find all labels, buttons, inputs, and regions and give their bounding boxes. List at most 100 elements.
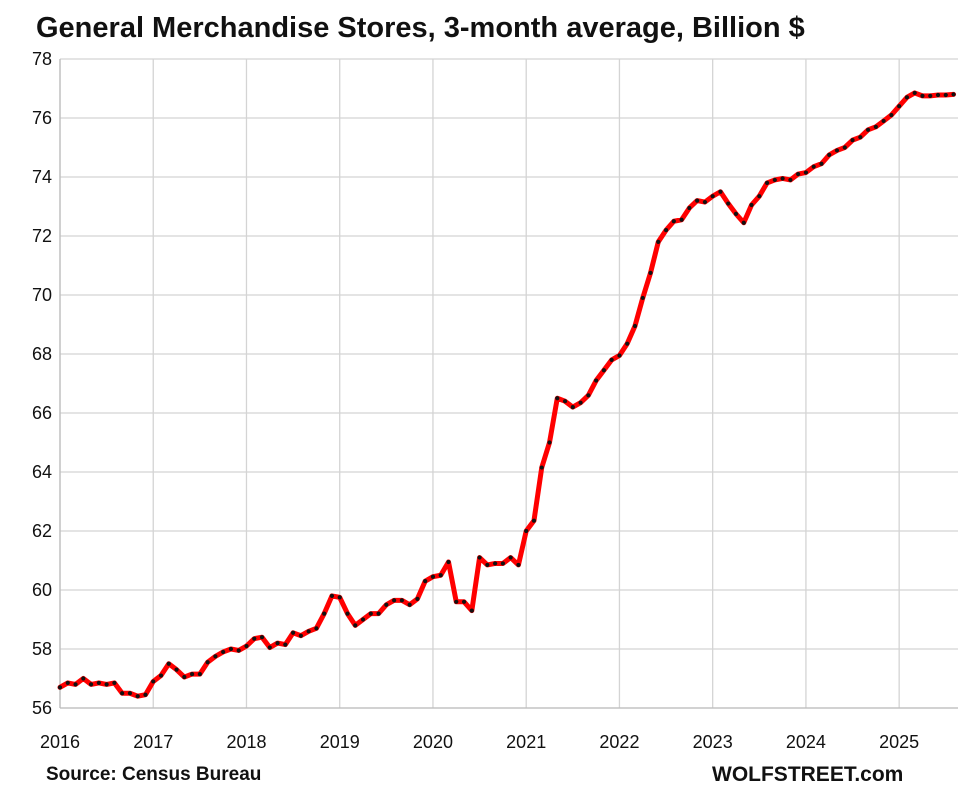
data-point	[632, 323, 638, 329]
data-point	[392, 598, 397, 603]
data-point	[811, 164, 816, 169]
data-point	[143, 692, 148, 697]
data-point	[617, 353, 622, 358]
data-point	[625, 341, 630, 346]
data-point	[663, 228, 669, 233]
y-tick-label: 78	[32, 49, 52, 69]
series-layer	[57, 90, 957, 699]
chart-title: General Merchandise Stores, 3-month aver…	[36, 12, 805, 44]
data-point	[562, 399, 568, 404]
data-point	[656, 239, 661, 244]
data-point	[96, 680, 101, 686]
data-point	[943, 92, 948, 98]
data-point	[788, 177, 793, 183]
data-point	[679, 217, 684, 222]
x-tick-label: 2024	[786, 732, 826, 752]
data-point	[65, 680, 70, 686]
data-point	[228, 646, 234, 652]
data-point	[493, 561, 498, 566]
data-point	[236, 648, 241, 653]
data-point	[57, 685, 63, 690]
data-point	[189, 671, 195, 677]
data-point	[252, 636, 257, 641]
data-point	[772, 177, 777, 183]
data-point	[127, 691, 133, 696]
y-tick-label: 56	[32, 698, 52, 718]
data-point	[368, 611, 373, 616]
data-point	[73, 682, 78, 687]
data-point	[555, 396, 560, 401]
data-point	[120, 691, 125, 696]
data-point	[182, 674, 187, 680]
data-point	[726, 201, 731, 206]
data-point	[291, 630, 296, 635]
data-point	[446, 559, 451, 565]
data-point	[671, 219, 676, 224]
data-point	[873, 124, 878, 129]
y-tick-label: 72	[32, 226, 52, 246]
x-tick-label: 2016	[40, 732, 80, 752]
data-point	[531, 518, 537, 523]
data-point	[881, 118, 886, 124]
data-point	[112, 680, 117, 686]
x-tick-label: 2017	[133, 732, 173, 752]
x-tick-label: 2023	[693, 732, 733, 752]
x-axis-tick-labels: 2016 2017 2018 2019 2020 2021 2022 2023 2024 2025	[40, 732, 919, 752]
data-point	[733, 211, 739, 216]
data-point	[749, 202, 754, 208]
data-point	[834, 148, 840, 153]
data-point	[687, 205, 692, 211]
y-tick-label: 74	[32, 167, 52, 187]
data-point	[601, 368, 607, 373]
data-point	[213, 654, 218, 659]
data-point	[695, 198, 700, 203]
data-point	[158, 673, 164, 678]
data-point	[865, 127, 871, 132]
data-point	[360, 617, 366, 622]
data-point	[803, 170, 809, 175]
data-point	[81, 676, 86, 681]
data-point	[469, 608, 474, 613]
data-point	[104, 682, 109, 687]
y-tick-label: 70	[32, 285, 52, 305]
data-point	[928, 93, 933, 98]
axes	[59, 59, 958, 709]
x-tick-label: 2022	[599, 732, 639, 752]
data-point	[205, 660, 210, 665]
data-point	[135, 694, 140, 699]
data-point	[88, 682, 94, 687]
data-point	[904, 95, 910, 100]
data-point	[477, 555, 482, 560]
data-point	[306, 629, 311, 634]
data-point	[827, 152, 832, 157]
data-point	[221, 649, 226, 655]
data-point	[586, 393, 591, 398]
data-point	[578, 400, 583, 405]
x-tick-label: 2021	[506, 732, 546, 752]
data-point	[648, 270, 653, 275]
data-point	[353, 623, 358, 628]
x-tick-label: 2019	[320, 732, 360, 752]
markers-layer	[57, 90, 956, 699]
data-point	[609, 357, 614, 362]
brand-watermark: WOLFSTREET.com	[712, 763, 904, 786]
data-point	[842, 145, 847, 150]
data-point	[780, 176, 785, 181]
data-point	[570, 405, 575, 410]
data-point	[423, 579, 428, 584]
y-axis-tick-labels: 56 58 60 62 64 66 68 70 72 74 76 78	[32, 49, 52, 718]
x-tick-label: 2025	[879, 732, 919, 752]
data-point	[819, 161, 824, 166]
y-tick-label: 68	[32, 344, 52, 364]
data-point	[283, 642, 288, 647]
data-point	[461, 599, 467, 604]
y-tick-label: 62	[32, 521, 52, 541]
x-tick-label: 2020	[413, 732, 453, 752]
data-point	[764, 180, 770, 185]
data-point	[275, 641, 280, 646]
data-point	[920, 93, 925, 98]
y-tick-label: 76	[32, 108, 52, 128]
data-point	[710, 194, 715, 199]
data-point	[454, 599, 459, 604]
